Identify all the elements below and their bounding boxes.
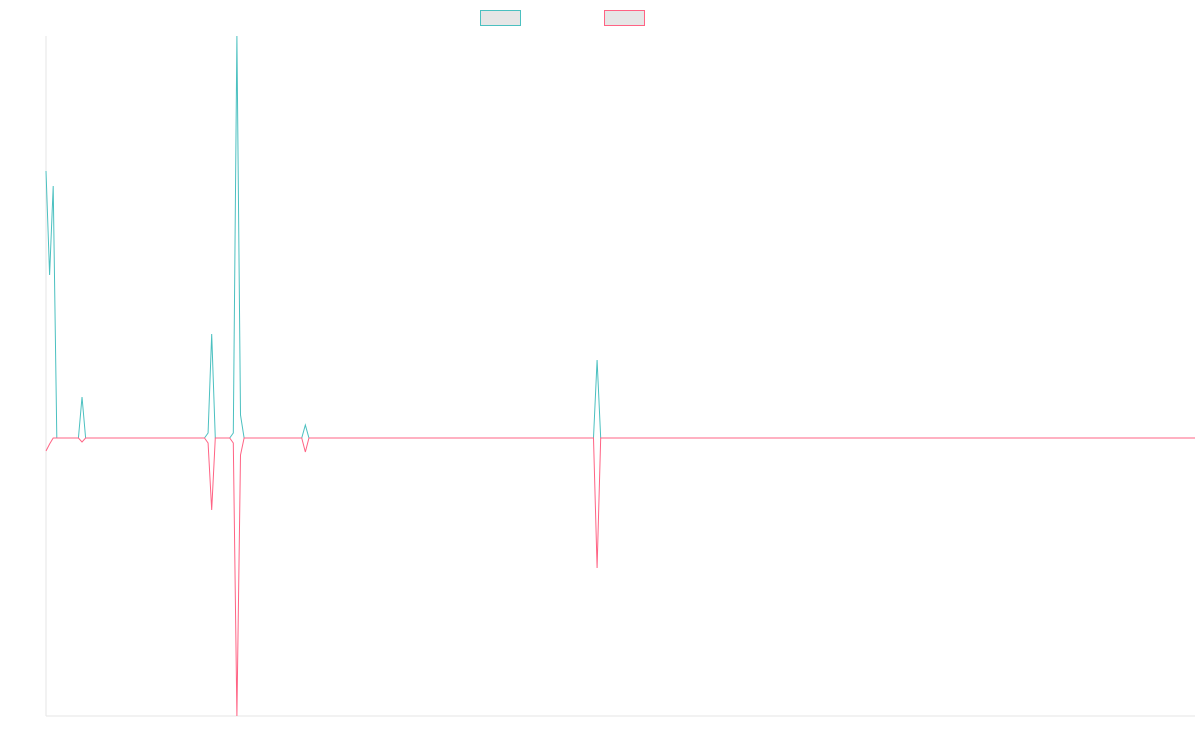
legend-swatch bbox=[480, 10, 521, 26]
legend-swatch bbox=[604, 10, 645, 26]
line-series bbox=[45, 35, 1195, 439]
line-series bbox=[45, 437, 1195, 717]
